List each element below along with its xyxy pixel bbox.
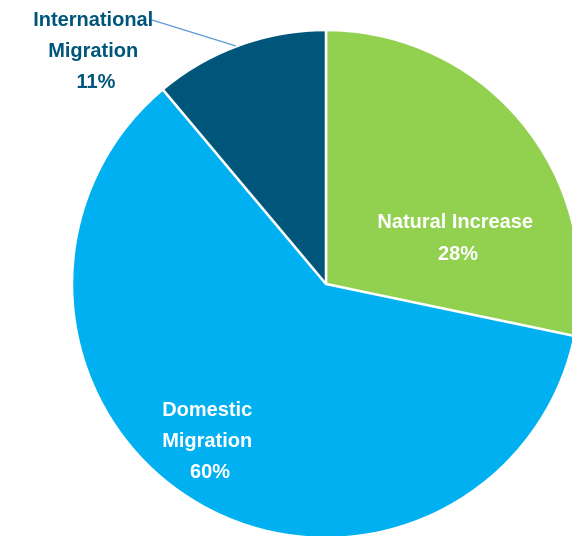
pie-slice-international-migration (161, 28, 328, 286)
pie-slices (70, 28, 572, 536)
pie-slice-domestic-migration (70, 88, 572, 536)
leader-line-international-migration (151, 19, 237, 47)
pie-slice-natural-increase (324, 28, 572, 337)
label-natural-increase: Natural Increase 28% (377, 211, 538, 265)
label-domestic-migration: Domestic Migration 60% (162, 399, 258, 483)
label-international-migration: International Migration 11% (33, 9, 159, 93)
